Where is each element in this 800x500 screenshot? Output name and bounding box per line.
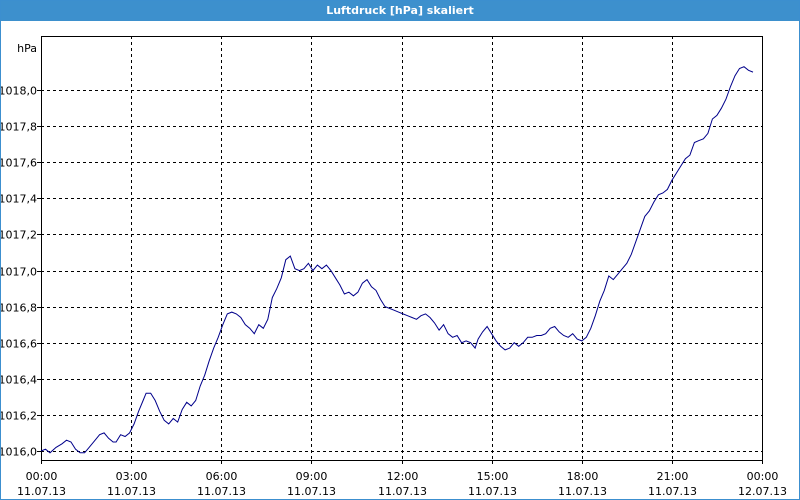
x-tick-date-label: 11.07.13 [107, 485, 156, 498]
grid-lines [41, 36, 762, 460]
x-axis: 00:00 11.07.13 03:00 11.07.13 06:00 11.07.13 0… [17, 460, 787, 498]
x-tick-date-label: 11.07.13 [17, 485, 66, 498]
x-tick-date-label: 11.07.13 [468, 485, 517, 498]
x-tick-time-label: 15:00 [477, 470, 509, 483]
y-axis: 1016,0 1016,2 1016,4 1016,6 1016,8 1017,0 1017… [1, 85, 41, 459]
x-tick-time-label: 00:00 [747, 470, 779, 483]
x-tick-date-label: 11.07.13 [648, 485, 697, 498]
series-layer [40, 66, 754, 454]
x-tick-time-label: 12:00 [387, 470, 419, 483]
x-tick-time-label: 09:00 [296, 470, 328, 483]
x-tick-date-label: 11.07.13 [197, 485, 246, 498]
y-tick-label: 1018,0 [1, 85, 37, 98]
y-tick-label: 1016,8 [1, 302, 37, 315]
window-title: Luftdruck [hPa] skaliert [1, 1, 799, 21]
x-tick-time-label: 00:00 [26, 470, 58, 483]
x-tick-time-label: 03:00 [116, 470, 148, 483]
series-line [40, 66, 754, 454]
x-tick-time-label: 18:00 [567, 470, 599, 483]
y-tick-label: 1016,6 [1, 338, 37, 351]
y-tick-label: 1017,0 [1, 266, 37, 279]
y-tick-label: 1017,2 [1, 229, 37, 242]
x-tick-time-label: 21:00 [657, 470, 689, 483]
y-tick-label: 1016,0 [1, 446, 37, 459]
y-tick-label: 1017,4 [1, 193, 37, 206]
y-tick-label: 1017,8 [1, 121, 37, 134]
y-axis-unit-label: hPa [17, 42, 37, 55]
x-tick-time-label: 06:00 [206, 470, 238, 483]
x-tick-date-label: 11.07.13 [558, 485, 607, 498]
y-tick-label: 1016,2 [1, 410, 37, 423]
y-tick-label: 1017,6 [1, 157, 37, 170]
x-tick-date-label: 12.07.13 [738, 485, 787, 498]
x-tick-date-label: 11.07.13 [378, 485, 427, 498]
x-tick-date-label: 11.07.13 [287, 485, 336, 498]
y-tick-label: 1016,4 [1, 374, 37, 387]
